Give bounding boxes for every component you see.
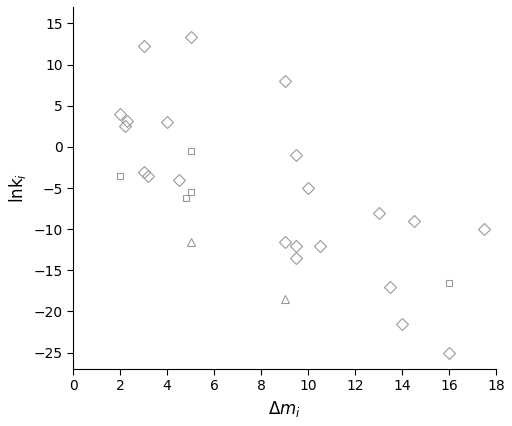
Y-axis label: lnk$_i$: lnk$_i$ <box>7 173 28 203</box>
X-axis label: $\Delta m_i$: $\Delta m_i$ <box>268 399 301 419</box>
